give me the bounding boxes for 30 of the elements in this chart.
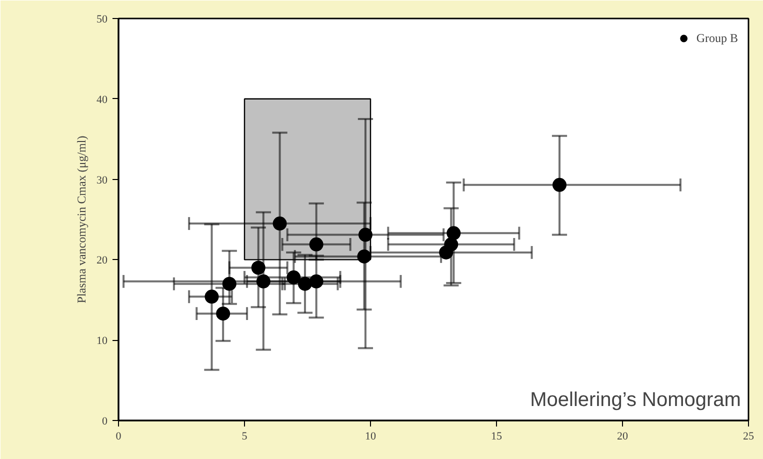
point	[286, 270, 301, 284]
point	[222, 276, 236, 291]
y-tick-label: 40	[96, 94, 108, 106]
point	[272, 216, 287, 231]
y-tick-label: 0	[102, 416, 108, 428]
x-tick-label: 20	[617, 430, 628, 442]
point	[309, 274, 324, 288]
point	[446, 226, 461, 240]
point	[204, 290, 219, 304]
y-tick-label: 10	[96, 335, 108, 348]
legend-label: Group B	[696, 30, 738, 46]
x-tick-label: 10	[365, 430, 376, 442]
point	[298, 276, 312, 291]
x-tick-label: 5	[242, 430, 248, 442]
point	[216, 306, 230, 321]
point	[309, 237, 324, 252]
x-tick-label: 15	[491, 430, 502, 442]
y-tick-label: 20	[96, 254, 108, 267]
point	[251, 260, 266, 275]
point	[439, 245, 454, 260]
annotation: Moellering’s Nomogram	[530, 388, 741, 411]
y-axis-title: Plasma vancomycin Cmax (μg/ml)	[74, 136, 88, 304]
y-tick-label: 50	[96, 14, 108, 26]
y-tick-label: 30	[96, 174, 108, 186]
x-tick-label: 0	[116, 430, 122, 442]
point	[256, 274, 270, 288]
x-tick-label: 25	[743, 430, 754, 442]
point	[357, 249, 372, 264]
point	[552, 178, 566, 192]
point	[358, 228, 372, 242]
